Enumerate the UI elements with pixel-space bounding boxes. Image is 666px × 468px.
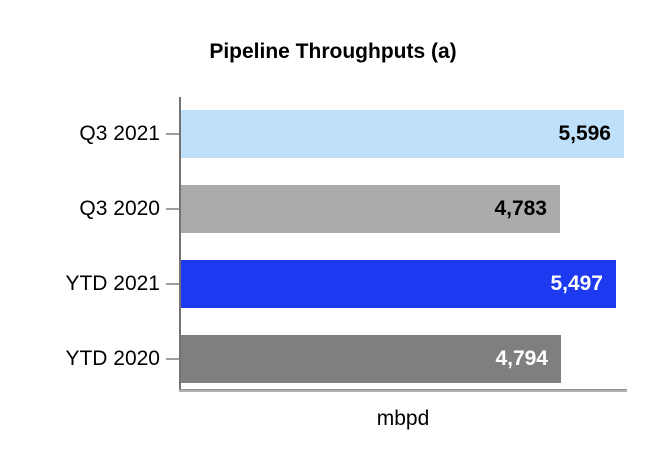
axis-tick-mark [166, 283, 179, 285]
y-axis-line [179, 97, 181, 391]
bar-value-label: 5,497 [550, 272, 603, 295]
bar: 4,783 [181, 185, 560, 233]
category-label: Q3 2020 [79, 197, 160, 220]
bar: 5,596 [181, 110, 624, 158]
category-label: YTD 2020 [65, 347, 160, 370]
bar-row: YTD 2021 5,497 [0, 260, 666, 308]
x-axis-line [179, 389, 627, 392]
bar-row: Q3 2020 4,783 [0, 185, 666, 233]
bar-row: Q3 2021 5,596 [0, 110, 666, 158]
bar-value-label: 4,794 [495, 347, 548, 370]
bar-value-label: 5,596 [558, 122, 611, 145]
category-label: Q3 2021 [79, 122, 160, 145]
category-label: YTD 2021 [65, 272, 160, 295]
x-axis-title: mbpd [376, 407, 430, 430]
axis-tick-mark [166, 133, 179, 135]
axis-tick-mark [166, 208, 179, 210]
axis-tick-mark [166, 358, 179, 360]
bar-value-label: 4,783 [494, 197, 547, 220]
bar: 4,794 [181, 335, 561, 383]
bar-row: YTD 2020 4,794 [0, 335, 666, 383]
bar: 5,497 [181, 260, 616, 308]
chart-title: Pipeline Throughputs (a) [209, 40, 457, 63]
